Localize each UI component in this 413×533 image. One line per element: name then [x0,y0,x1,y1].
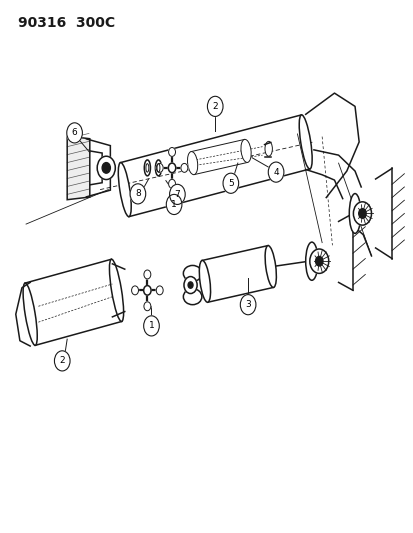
Circle shape [130,184,145,204]
Ellipse shape [144,160,150,176]
Ellipse shape [109,259,123,321]
Ellipse shape [118,163,131,216]
Ellipse shape [155,160,161,176]
Text: 8: 8 [135,189,140,198]
Circle shape [168,163,176,173]
Text: 3: 3 [244,300,250,309]
Polygon shape [120,115,309,216]
Text: 1: 1 [148,321,154,330]
Text: 7: 7 [174,190,180,199]
Circle shape [309,249,328,273]
Circle shape [358,209,365,218]
Circle shape [143,316,159,336]
Circle shape [223,173,238,193]
Polygon shape [202,246,273,302]
Text: 6: 6 [71,128,77,138]
Circle shape [102,163,110,173]
Polygon shape [190,140,247,175]
Ellipse shape [349,193,360,233]
Ellipse shape [305,242,317,280]
Ellipse shape [145,164,148,172]
Text: 90316  300C: 90316 300C [18,16,115,30]
Text: 2: 2 [212,102,218,111]
Ellipse shape [240,139,251,163]
Circle shape [169,184,185,205]
Circle shape [66,123,82,143]
Ellipse shape [299,115,311,169]
Circle shape [207,96,223,116]
Polygon shape [67,136,90,200]
Ellipse shape [187,151,197,175]
Circle shape [131,286,138,295]
Ellipse shape [264,141,272,156]
Ellipse shape [157,164,159,172]
Circle shape [97,156,115,180]
Circle shape [54,351,70,371]
Circle shape [168,148,175,156]
Circle shape [144,302,150,311]
Circle shape [156,286,163,295]
Ellipse shape [264,246,276,287]
Circle shape [143,286,151,295]
Circle shape [183,277,197,294]
Ellipse shape [199,261,210,302]
Text: 5: 5 [228,179,233,188]
Circle shape [156,164,163,172]
Circle shape [268,162,283,182]
Circle shape [168,179,175,188]
Circle shape [315,256,322,266]
Text: 2: 2 [59,357,65,366]
Ellipse shape [183,289,202,305]
Text: 4: 4 [273,167,278,176]
Circle shape [180,164,188,172]
Ellipse shape [23,283,37,345]
Ellipse shape [183,265,202,281]
Text: 1: 1 [171,200,176,209]
Polygon shape [25,259,121,345]
Circle shape [166,195,181,215]
Circle shape [240,295,255,315]
Circle shape [144,270,150,279]
Circle shape [188,282,192,288]
Circle shape [353,202,370,225]
